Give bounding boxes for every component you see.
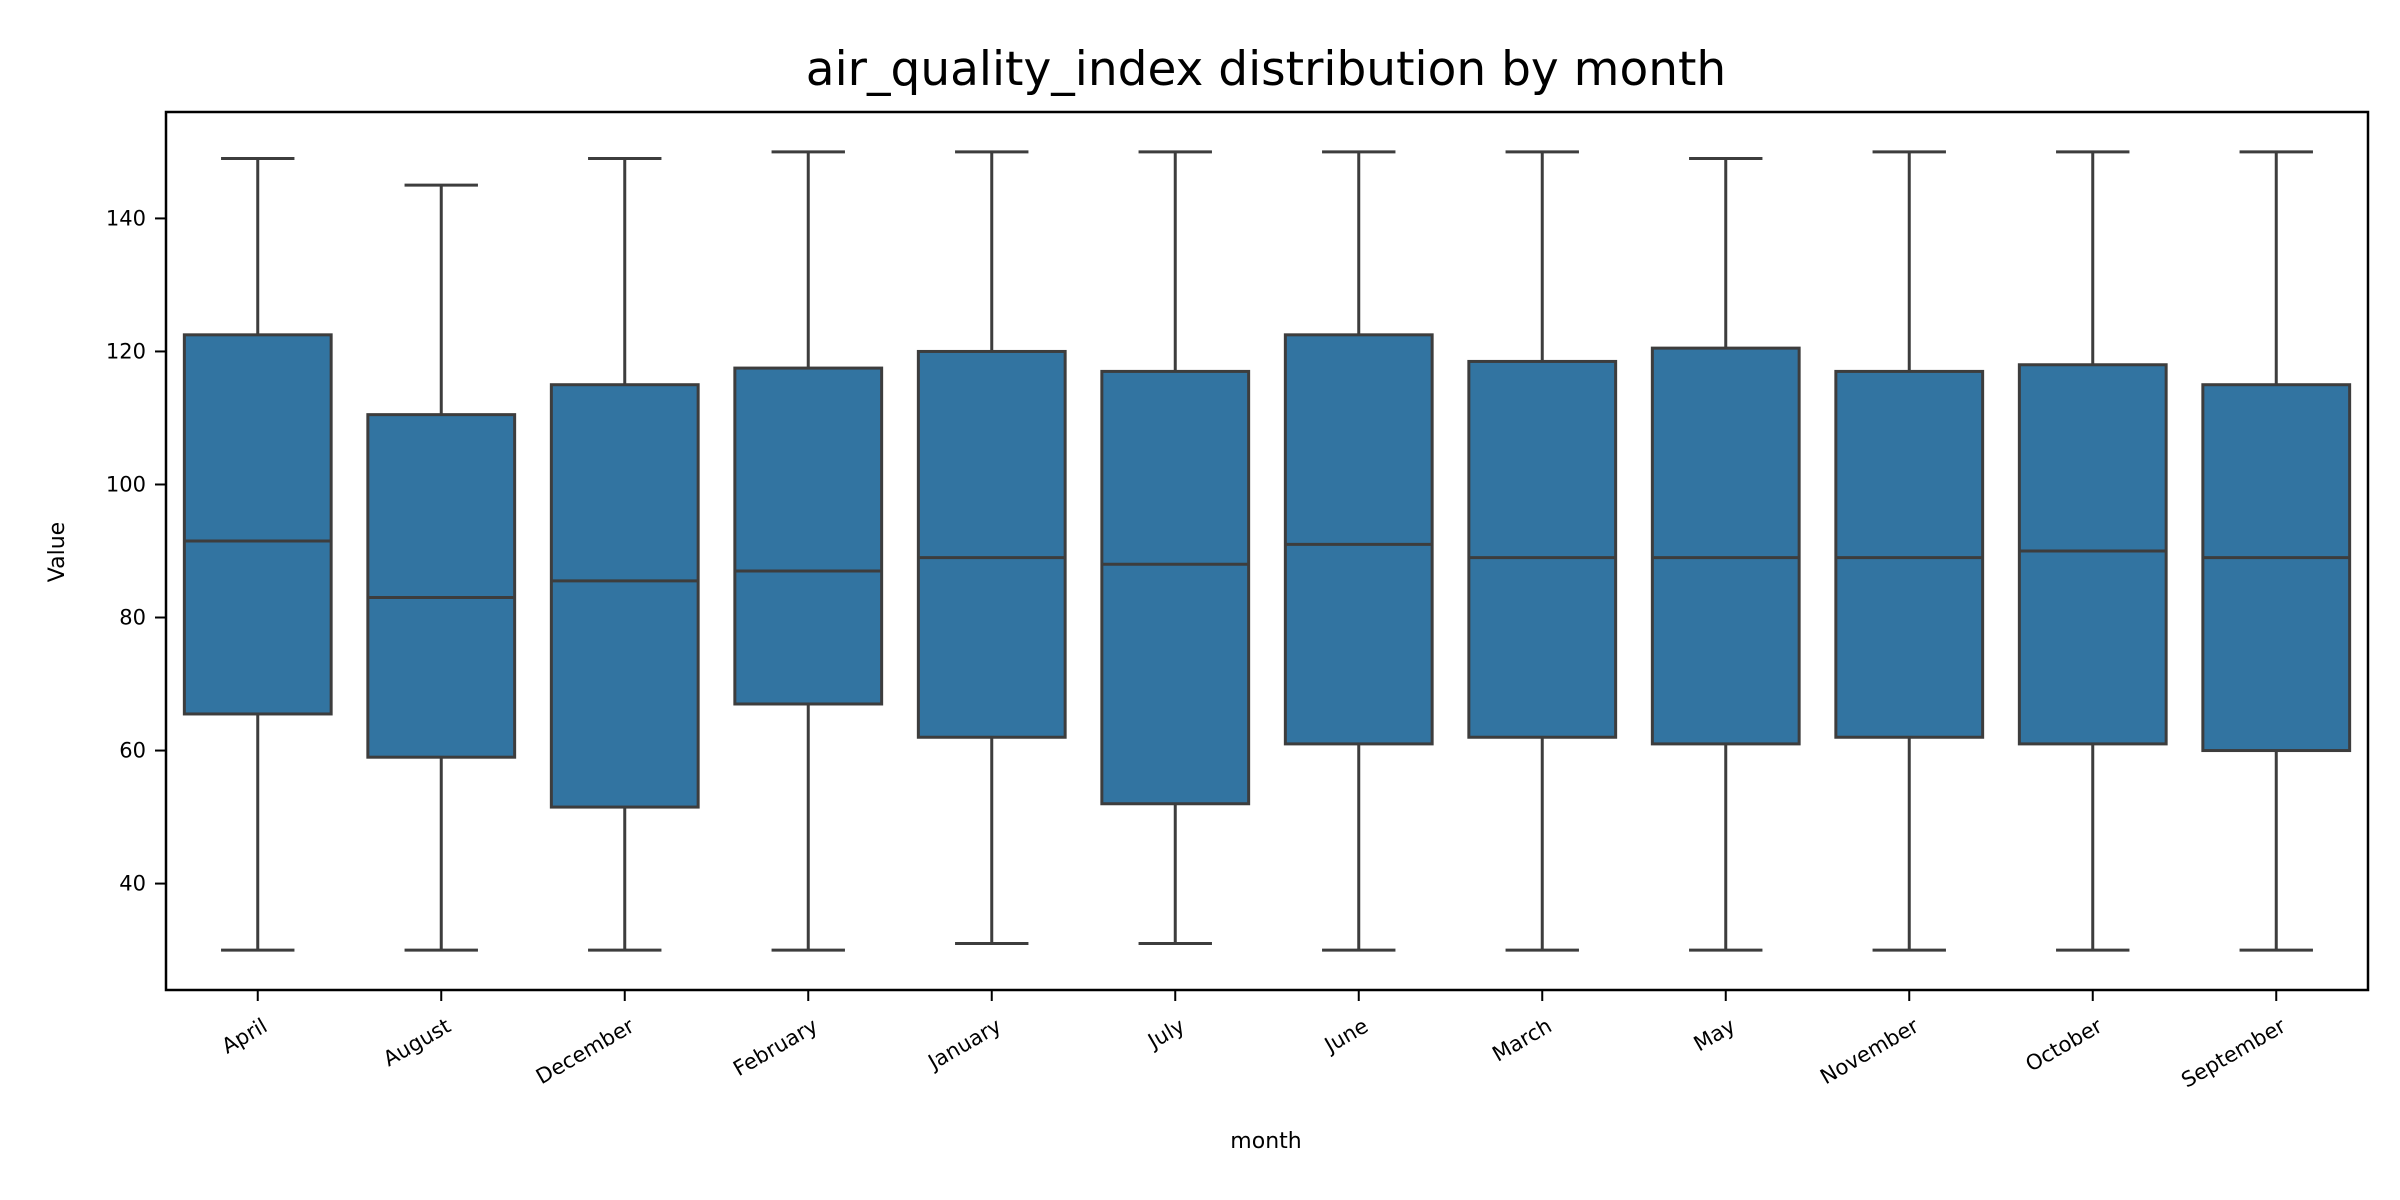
iqr-box xyxy=(1100,369,1251,806)
x-tick-label: November xyxy=(1816,1013,1923,1089)
y-tick-label: 100 xyxy=(106,472,146,496)
x-tick-label: July xyxy=(1142,1014,1188,1055)
box-group-august xyxy=(366,183,517,952)
iqr-box xyxy=(1283,333,1434,746)
box-group-october xyxy=(2017,150,2168,952)
iqr-box xyxy=(733,366,884,706)
iqr-box xyxy=(1650,346,1801,746)
x-axis-label: month xyxy=(1230,1129,1301,1154)
chart-title: air_quality_index distribution by month xyxy=(806,42,1726,97)
y-tick-label: 60 xyxy=(119,739,146,763)
box-group-december xyxy=(549,157,700,952)
box-group-june xyxy=(1283,150,1434,952)
iqr-box xyxy=(1467,359,1618,739)
x-tick-label: April xyxy=(218,1014,272,1059)
x-tick-label: December xyxy=(532,1013,639,1088)
y-tick-label: 120 xyxy=(106,339,146,363)
box-group-january xyxy=(916,150,1067,945)
iqr-box xyxy=(2017,363,2168,746)
x-tick-label: January xyxy=(923,1014,1006,1076)
box-group-november xyxy=(1834,150,1985,952)
box-group-may xyxy=(1650,157,1801,952)
x-tick-label: September xyxy=(2177,1013,2290,1092)
y-tick-label: 80 xyxy=(119,606,146,630)
iqr-box xyxy=(182,333,333,716)
iqr-box xyxy=(366,413,517,759)
x-tick-label: October xyxy=(2021,1013,2106,1076)
box-group-march xyxy=(1467,150,1618,952)
plot-frame xyxy=(164,110,2370,992)
x-tick-label: August xyxy=(379,1014,455,1072)
y-tick-label: 140 xyxy=(106,206,146,230)
box-group-february xyxy=(733,150,884,952)
box-group-april xyxy=(182,157,333,952)
plot-area: 40 60 80 100 120 140 April August December Februa… xyxy=(106,150,2352,1092)
box-group-july xyxy=(1100,150,1251,945)
iqr-box xyxy=(916,349,1067,739)
x-tick-label: March xyxy=(1488,1014,1555,1067)
y-axis-label: Value xyxy=(45,522,70,582)
iqr-box xyxy=(2201,383,2352,753)
iqr-box xyxy=(1834,369,1985,739)
y-tick-label: 40 xyxy=(119,872,146,896)
x-tick-label: June xyxy=(1319,1014,1372,1059)
box-group-september xyxy=(2201,150,2352,952)
iqr-box xyxy=(549,383,700,809)
x-tick-label: February xyxy=(729,1014,822,1081)
x-tick-label: May xyxy=(1690,1014,1740,1056)
